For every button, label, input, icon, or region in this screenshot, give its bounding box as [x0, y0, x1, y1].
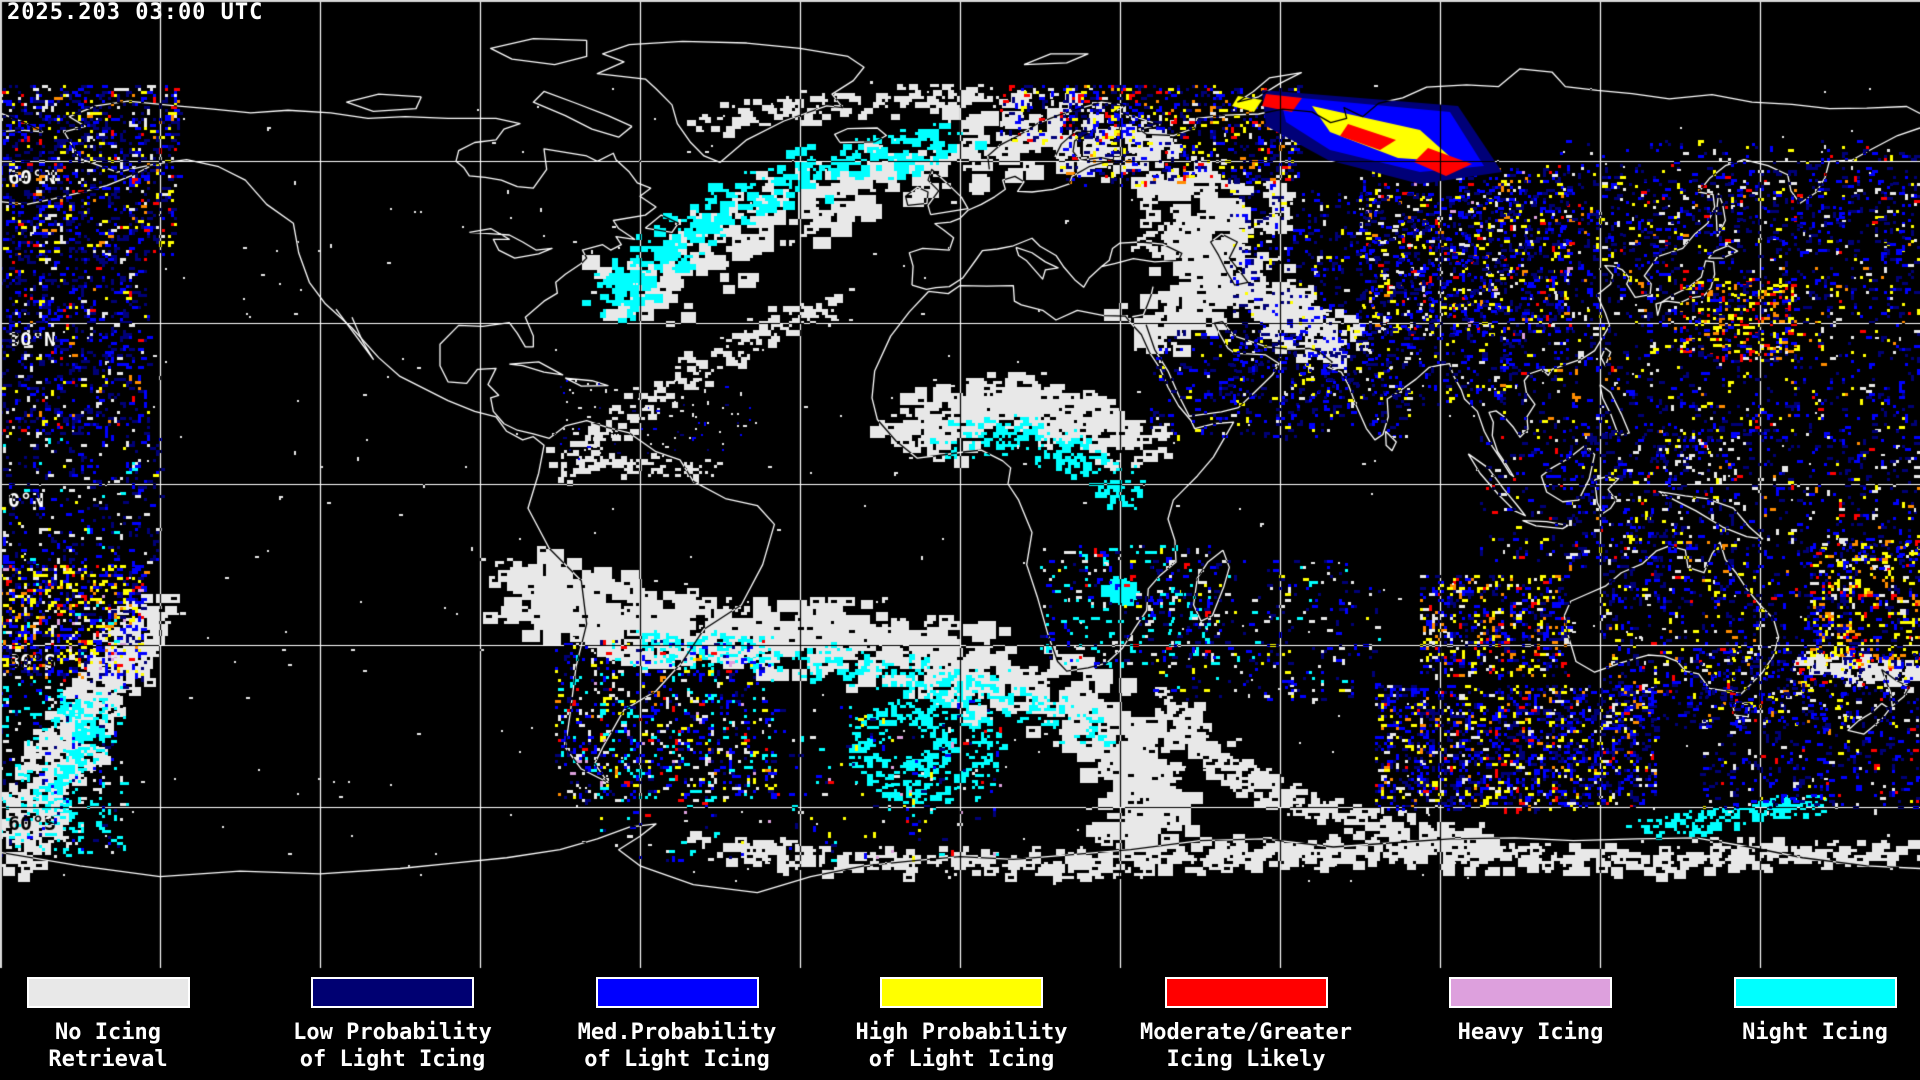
legend: No Icing Retrieval Low Probability of Ligh… [0, 968, 1920, 1080]
legend-item-high-probability: High Probability of Light Icing [819, 968, 1105, 1073]
legend-item-no-icing: No Icing Retrieval [0, 968, 251, 1073]
legend-item-heavy-icing: Heavy Icing [1388, 968, 1674, 1046]
legend-label: Night Icing [1742, 1020, 1888, 1045]
legend-swatch-low-probability [311, 977, 474, 1008]
legend-swatch-high-probability [880, 977, 1043, 1008]
legend-item-moderate-greater: Moderate/Greater Icing Likely [1103, 968, 1389, 1073]
legend-item-low-probability: Low Probability of Light Icing [250, 968, 536, 1073]
legend-label: Med.Probability of Light Icing [577, 1020, 777, 1072]
timestamp: 2025.203 03:00 UTC [7, 0, 264, 25]
legend-label: High Probability of Light Icing [855, 1020, 1068, 1072]
legend-item-night-icing: Night Icing [1672, 968, 1920, 1046]
legend-label: Moderate/Greater Icing Likely [1140, 1020, 1352, 1072]
legend-swatch-heavy-icing [1449, 977, 1612, 1008]
legend-label: Low Probability of Light Icing [293, 1020, 492, 1072]
legend-label: Heavy Icing [1457, 1020, 1604, 1045]
legend-swatch-moderate-greater [1164, 977, 1328, 1008]
legend-item-med-probability: Med.Probability of Light Icing [534, 968, 820, 1073]
legend-swatch-no-icing [26, 977, 190, 1008]
legend-label: No Icing Retrieval [48, 1020, 168, 1072]
legend-swatch-med-probability [595, 977, 759, 1008]
legend-swatch-night-icing [1733, 977, 1897, 1008]
